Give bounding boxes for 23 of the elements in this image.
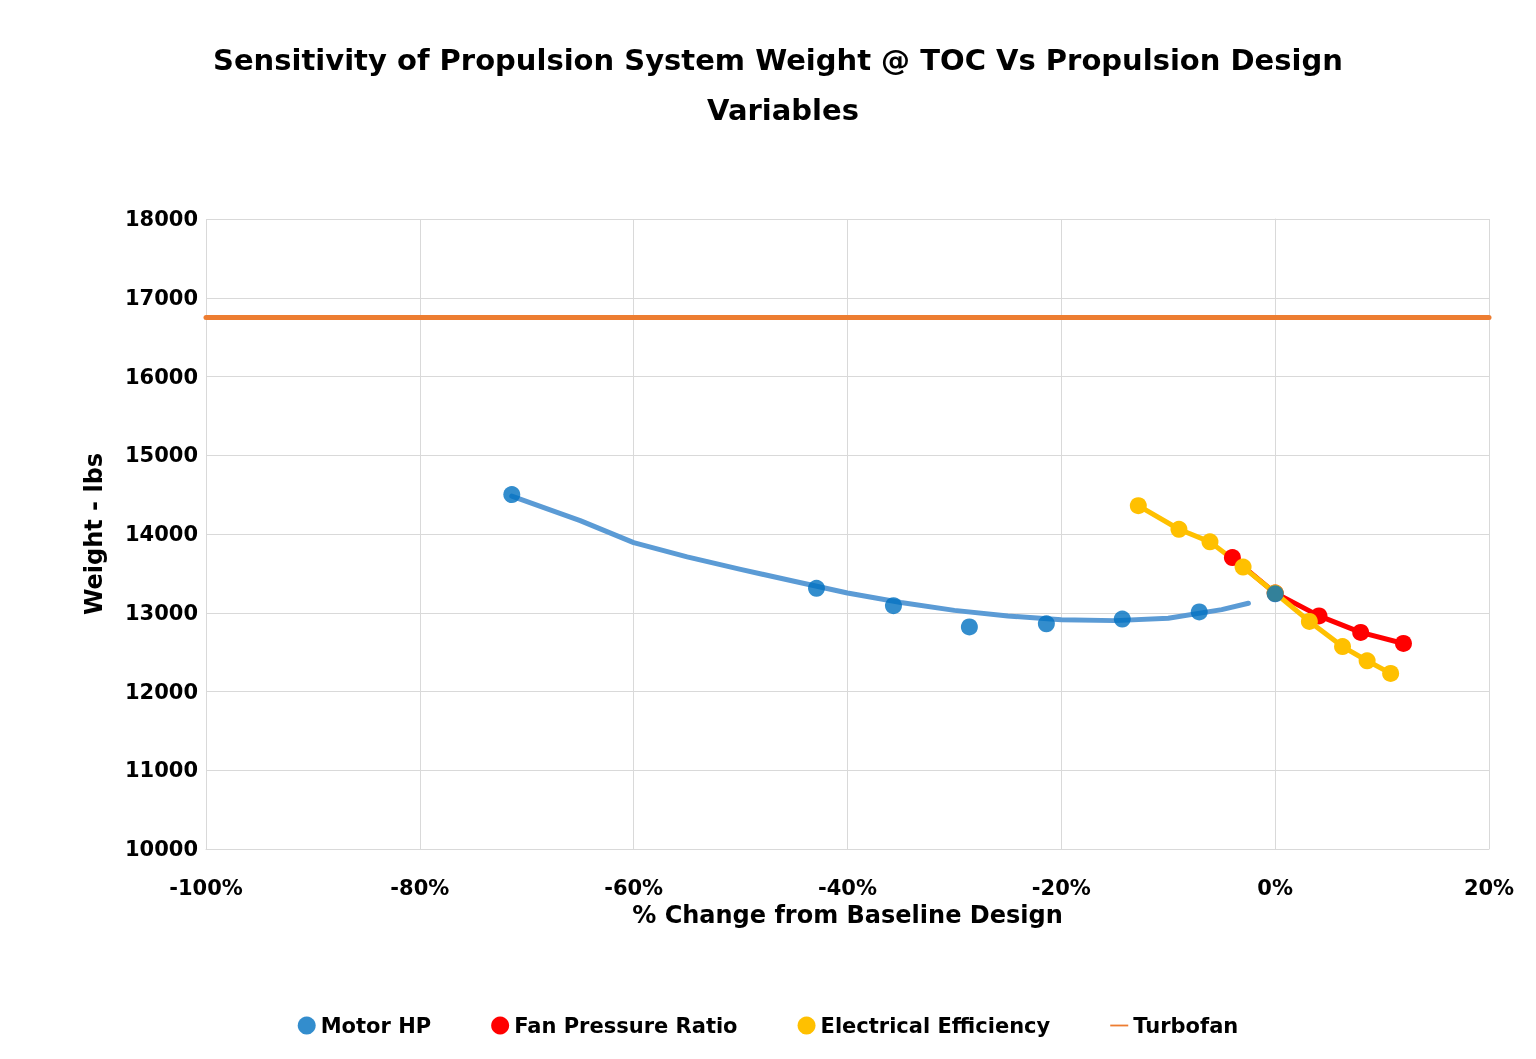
x-tick-label: -40% — [818, 875, 877, 900]
y-tick-label: 15000 — [124, 443, 198, 468]
y-tick-label: 18000 — [124, 207, 198, 231]
y-axis-title: Weight - lbs — [80, 452, 108, 616]
y-tick-label: 16000 — [124, 364, 198, 389]
legend-label: Fan Pressure Ratio — [514, 1013, 738, 1038]
chart-title: Sensitivity of Propulsion System Weight @ TOC Vs Propulsion Design Variables — [213, 43, 1353, 127]
x-axis-title: % Change from Baseline Design — [632, 900, 1063, 929]
legend-label: Motor HP — [320, 1013, 432, 1038]
x-tick-label: -80% — [390, 875, 450, 900]
legend-label: Electrical Efficiency — [820, 1013, 1051, 1038]
y-tick-label: 11000 — [124, 758, 198, 783]
y-tick-label: 13000 — [124, 600, 198, 625]
x-tick-label: -100% — [169, 875, 243, 900]
legend-label: Turbofan — [1133, 1013, 1239, 1038]
y-tick-label: 14000 — [124, 522, 198, 546]
y-tick-label: 12000 — [124, 679, 198, 704]
x-tick-label: 0% — [1257, 875, 1293, 900]
x-tick-label: 20% — [1463, 875, 1515, 900]
x-tick-label: -20% — [1031, 875, 1091, 900]
y-tick-label: 10000 — [124, 837, 198, 861]
x-tick-label: -60% — [604, 875, 664, 900]
y-tick-label: 17000 — [124, 285, 198, 310]
